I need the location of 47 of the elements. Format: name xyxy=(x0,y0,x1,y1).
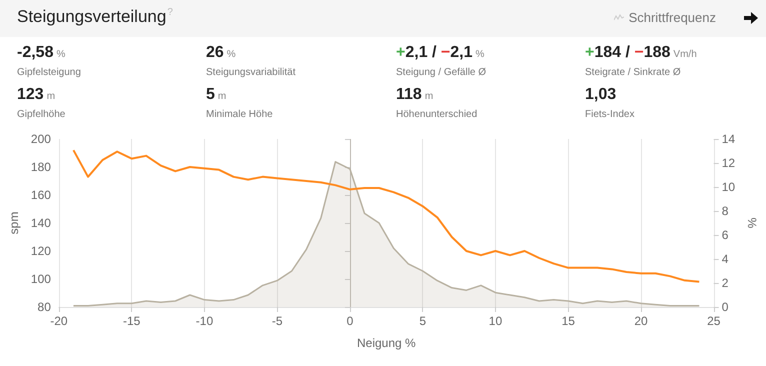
x-tick-label: 10 xyxy=(488,314,502,328)
x-axis-title: Neigung % xyxy=(356,336,416,350)
x-tick-label: -10 xyxy=(196,314,214,328)
text: 123 m xyxy=(17,86,56,104)
line-series xyxy=(72,149,700,283)
x-tick-label: -15 xyxy=(123,314,141,328)
y-tick-label: 80 xyxy=(38,300,52,314)
text: Steigrate / Sinkrate Ø xyxy=(585,67,682,78)
y-tick-label: 120 xyxy=(30,244,52,258)
text: Steigungsverteilung$^{?}$ xyxy=(17,7,173,27)
text: Gipfelhöhe xyxy=(17,109,66,120)
text: 26 % xyxy=(206,44,237,62)
x-tick-label: -20 xyxy=(50,314,68,328)
x-tick-label: 5 xyxy=(419,314,426,328)
y2-tick-label: 8 xyxy=(722,204,729,218)
y-tick-label: 140 xyxy=(30,216,52,230)
x-tick-label: 15 xyxy=(562,314,576,328)
x-tick-label: 0 xyxy=(346,314,354,328)
y2-tick-label: 2 xyxy=(722,276,729,290)
text: +184 / −188 Vm/h xyxy=(585,44,697,62)
text: Fiets-Index xyxy=(585,109,634,120)
y2-tick-label: 12 xyxy=(722,156,736,170)
text: 118 m xyxy=(396,86,434,104)
text: +2,1 / −2,1 % xyxy=(396,44,486,62)
text: Höhenunterschied xyxy=(396,109,478,120)
y2-tick-label: 6 xyxy=(722,228,729,242)
y2-tick-label: 0 xyxy=(722,300,729,314)
text: 1,03 xyxy=(585,86,618,104)
x-tick-label: 25 xyxy=(707,314,721,328)
text: -2,58 % xyxy=(17,44,66,62)
y2-axis-title: % xyxy=(745,218,759,229)
text: Schrittfrequenz xyxy=(628,10,716,25)
text: 5 m xyxy=(206,86,228,104)
text: Steigung / Gefälle Ø xyxy=(396,67,486,78)
x-tick-label: -5 xyxy=(272,314,283,328)
y2-tick-label: 4 xyxy=(722,252,729,266)
y-tick-label: 200 xyxy=(30,132,52,146)
y-tick-label: 180 xyxy=(30,160,52,174)
text: Steigungsvariabilität xyxy=(206,67,296,78)
text: Minimale Höhe xyxy=(206,109,273,120)
y-axis-title: spm xyxy=(7,212,21,234)
y2-tick-label: 10 xyxy=(722,180,736,194)
text: Gipfelsteigung xyxy=(17,67,81,78)
x-tick-label: 20 xyxy=(634,314,648,328)
y-tick-label: 160 xyxy=(30,188,52,202)
y-tick-label: 100 xyxy=(30,272,52,286)
y2-tick-label: 14 xyxy=(722,132,736,146)
